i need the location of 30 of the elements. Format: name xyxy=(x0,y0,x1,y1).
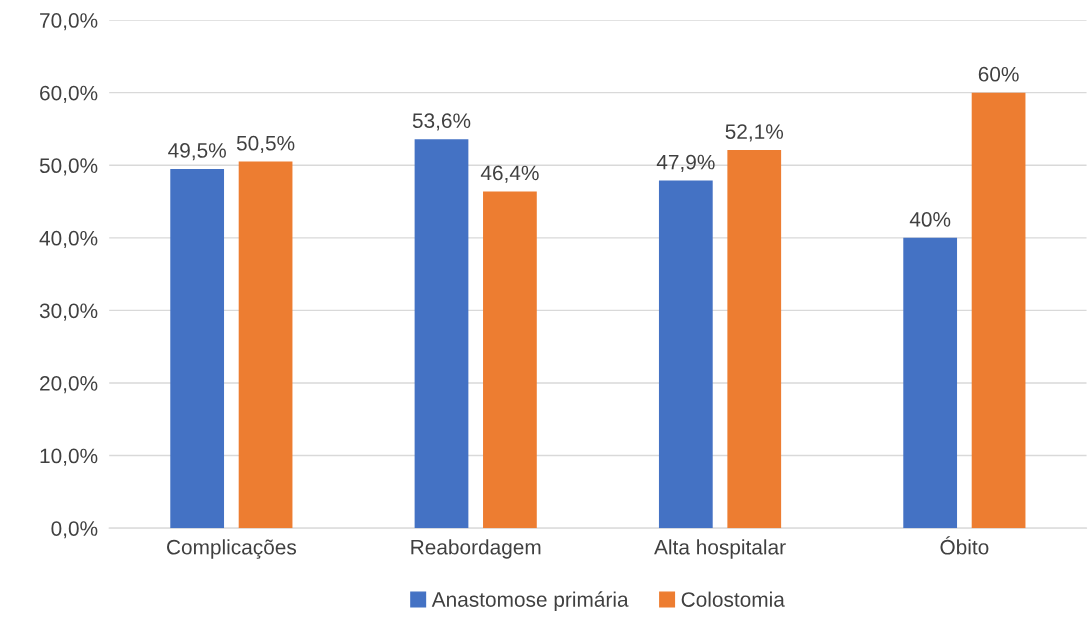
y-tick-label: 50,0% xyxy=(39,158,98,176)
bar xyxy=(238,161,293,529)
legend-label: Colostomia xyxy=(681,591,785,607)
bar xyxy=(483,191,537,529)
data-label: 46,4% xyxy=(480,165,539,183)
data-label: 47,9% xyxy=(656,154,715,172)
data-label: 50,5% xyxy=(236,135,295,154)
data-label: 40% xyxy=(909,212,951,227)
data-label: 49,5% xyxy=(168,143,226,161)
data-label: 60% xyxy=(978,66,1019,82)
y-tick-label: 40,0% xyxy=(39,230,98,249)
y-tick-label: 30,0% xyxy=(39,303,98,321)
data-label: 52,1% xyxy=(725,124,784,142)
bar xyxy=(903,237,958,529)
y-tick-label: 60,0% xyxy=(40,85,98,103)
x-tick-label: Alta hospitalar xyxy=(654,539,786,559)
bar xyxy=(658,180,713,529)
x-tick-label: Complicações xyxy=(167,539,297,559)
y-tick-label: 0,0% xyxy=(51,521,98,539)
y-tick-label: 10,0% xyxy=(40,448,98,466)
y-tick-label: 20,0% xyxy=(40,375,98,394)
data-label: 53,6% xyxy=(412,113,471,131)
y-tick-label: 70,0% xyxy=(40,13,98,31)
legend-label: Anastomose primária xyxy=(431,591,629,612)
bar xyxy=(971,92,1026,529)
bar xyxy=(414,139,469,529)
x-tick-label: Óbito xyxy=(940,536,989,555)
bar xyxy=(727,150,782,529)
bar xyxy=(170,168,225,529)
x-tick-label: Reabordagem xyxy=(411,539,541,559)
